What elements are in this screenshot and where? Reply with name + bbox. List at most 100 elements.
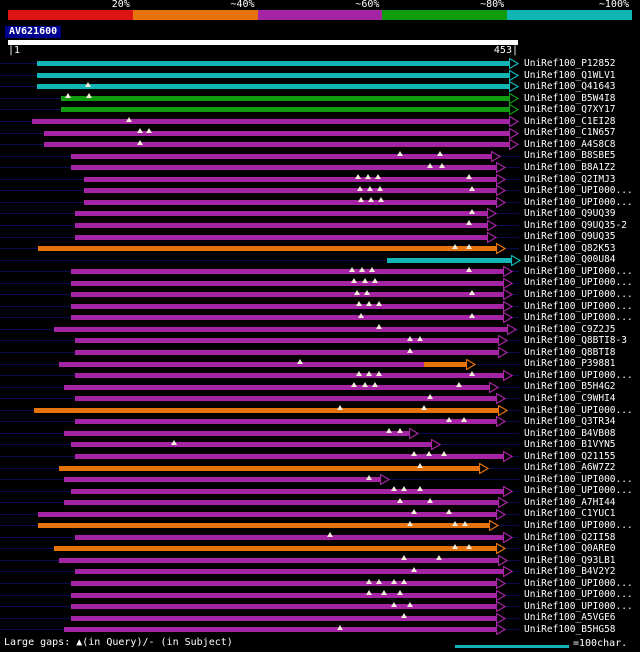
alignment-bar[interactable] xyxy=(37,84,511,90)
alignment-bar[interactable] xyxy=(64,500,499,506)
hit-label[interactable]: UniRef100_B5W4I8 xyxy=(524,92,616,104)
hit-label[interactable]: UniRef100_C1EI28 xyxy=(524,115,616,127)
alignment-bar[interactable] xyxy=(74,453,505,459)
hit-label[interactable]: UniRef100_Q1WLV1 xyxy=(524,69,616,81)
alignment-bar[interactable] xyxy=(38,511,497,517)
alignment-bar[interactable] xyxy=(71,303,505,309)
alignment-bar[interactable] xyxy=(58,465,480,471)
alignment-bar[interactable] xyxy=(71,153,493,159)
alignment-bar[interactable] xyxy=(71,488,505,494)
alignment-bar[interactable] xyxy=(74,234,488,240)
hit-label[interactable]: UniRef100_B5HG58 xyxy=(524,623,616,635)
alignment-bar[interactable] xyxy=(74,419,497,425)
alignment-bar[interactable] xyxy=(31,119,511,125)
alignment-bar[interactable] xyxy=(83,176,497,182)
hit-label[interactable]: UniRef100_B4VB08 xyxy=(524,427,616,439)
hit-label[interactable]: UniRef100_UPI000... xyxy=(524,289,633,300)
hit-label[interactable]: UniRef100_Q9UQ35 xyxy=(524,231,616,243)
alignment-bar[interactable] xyxy=(71,165,497,171)
hit-label[interactable]: UniRef100_UPI000... xyxy=(524,577,633,589)
alignment-bar[interactable] xyxy=(74,534,505,540)
alignment-bar[interactable] xyxy=(58,557,499,563)
hit-label[interactable]: UniRef100_A5VGE6 xyxy=(524,612,616,624)
hit-label[interactable]: UniRef100_Q8BTI8-3 xyxy=(524,335,627,347)
hit-label[interactable]: UniRef100_B1VYN5 xyxy=(524,439,616,451)
hit-label[interactable]: UniRef100_UPI000... xyxy=(524,185,633,197)
alignment-bar[interactable] xyxy=(64,384,490,390)
hit-label[interactable]: UniRef100_Q2II58 xyxy=(524,531,616,543)
hit-label[interactable]: UniRef100_Q9UQ39 xyxy=(524,208,616,220)
alignment-bar[interactable] xyxy=(38,246,497,252)
hit-label[interactable]: UniRef100_UPI000... xyxy=(524,277,633,289)
alignment-bar[interactable] xyxy=(83,199,497,205)
hit-label[interactable]: UniRef100_C9WHI4 xyxy=(524,392,616,404)
alignment-bar[interactable] xyxy=(71,315,505,321)
hit-label[interactable]: UniRef100_UPI000... xyxy=(524,404,633,416)
alignment-bar[interactable] xyxy=(64,477,382,483)
alignment-bar[interactable] xyxy=(71,615,497,621)
hit-label[interactable]: UniRef100_A4S8C8 xyxy=(524,138,616,150)
hit-label[interactable]: UniRef100_A7HI44 xyxy=(524,496,616,508)
hit-label[interactable]: UniRef100_Q0ARE0 xyxy=(524,543,616,555)
alignment-bar[interactable] xyxy=(74,338,499,344)
alignment-bar[interactable] xyxy=(38,523,490,529)
hit-label[interactable]: UniRef100_UPI000... xyxy=(524,196,633,208)
alignment-bar[interactable] xyxy=(74,569,505,575)
hit-label[interactable]: UniRef100_UPI000... xyxy=(524,589,633,601)
hit-label[interactable]: UniRef100_A6W7Z2 xyxy=(524,462,616,474)
alignment-bar[interactable] xyxy=(424,361,468,367)
hit-label[interactable]: UniRef100_UPI000... xyxy=(524,312,633,324)
hit-label[interactable]: UniRef100_Q93LB1 xyxy=(524,554,616,566)
hit-label[interactable]: UniRef100_UPI000... xyxy=(524,473,633,485)
hit-label[interactable]: UniRef100_UPI000... xyxy=(524,265,633,277)
hit-label[interactable]: UniRef100_Q41643 xyxy=(524,81,616,93)
alignment-bar[interactable] xyxy=(71,592,497,598)
alignment-bar[interactable] xyxy=(44,130,511,136)
alignment-bar[interactable] xyxy=(74,396,497,402)
alignment-bar[interactable] xyxy=(44,142,511,148)
alignment-bar[interactable] xyxy=(74,222,488,228)
hit-label[interactable]: UniRef100_P39881 xyxy=(524,358,616,370)
hit-label[interactable]: UniRef100_UPI000... xyxy=(524,369,633,381)
hit-label[interactable]: UniRef100_Q82K53 xyxy=(524,242,616,254)
alignment-bar[interactable] xyxy=(37,61,511,67)
alignment-bar[interactable] xyxy=(58,361,425,367)
alignment-bar[interactable] xyxy=(71,442,433,448)
hit-label[interactable]: UniRef100_C1N657 xyxy=(524,127,616,139)
hit-label[interactable]: UniRef100_Q3TR34 xyxy=(524,416,616,428)
alignment-bar[interactable] xyxy=(71,292,505,298)
alignment-bar[interactable] xyxy=(37,72,511,78)
alignment-bar[interactable] xyxy=(64,430,410,436)
alignment-bar[interactable] xyxy=(71,269,505,275)
hit-label[interactable]: UniRef100_Q21155 xyxy=(524,450,616,462)
hit-label[interactable]: UniRef100_UPI000... xyxy=(524,600,633,612)
hit-label[interactable]: UniRef100_C9Z2J5 xyxy=(524,323,616,335)
hit-label[interactable]: UniRef100_B8A1Z2 xyxy=(524,161,616,173)
alignment-bar[interactable] xyxy=(71,581,497,587)
alignment-bar[interactable] xyxy=(71,604,497,610)
alignment-bar[interactable] xyxy=(74,211,488,217)
hit-label[interactable]: UniRef100_Q2IMJ3 xyxy=(524,173,616,185)
alignment-bar[interactable] xyxy=(33,407,499,413)
alignment-bar[interactable] xyxy=(64,627,497,633)
hit-label[interactable]: UniRef100_UPI000... xyxy=(524,485,633,497)
hit-label[interactable]: UniRef100_Q00U84 xyxy=(524,254,616,266)
hit-label[interactable]: UniRef100_B5H4G2 xyxy=(524,381,616,393)
alignment-bar[interactable] xyxy=(54,326,508,332)
alignment-bar[interactable] xyxy=(74,350,499,356)
hit-label[interactable]: UniRef100_Q7XY17 xyxy=(524,104,616,116)
hit-label[interactable]: UniRef100_UPI000... xyxy=(524,520,633,531)
alignment-bar[interactable] xyxy=(61,95,511,101)
alignment-bar[interactable] xyxy=(387,257,513,263)
alignment-bar[interactable] xyxy=(54,546,497,552)
hit-label[interactable]: UniRef100_B4V2Y2 xyxy=(524,566,616,578)
hit-label[interactable]: UniRef100_C1YUC1 xyxy=(524,508,616,520)
hit-label[interactable]: UniRef100_Q9UQ35-2 xyxy=(524,219,627,231)
hit-label[interactable]: UniRef100_B8SBE5 xyxy=(524,150,616,162)
hit-label[interactable]: UniRef100_Q8BTI8 xyxy=(524,346,616,358)
alignment-bar[interactable] xyxy=(71,280,505,286)
hit-label[interactable]: UniRef100_P12852 xyxy=(524,58,616,69)
alignment-bar[interactable] xyxy=(61,107,511,113)
alignment-bar[interactable] xyxy=(83,188,497,194)
hit-label[interactable]: UniRef100_UPI000... xyxy=(524,300,633,312)
